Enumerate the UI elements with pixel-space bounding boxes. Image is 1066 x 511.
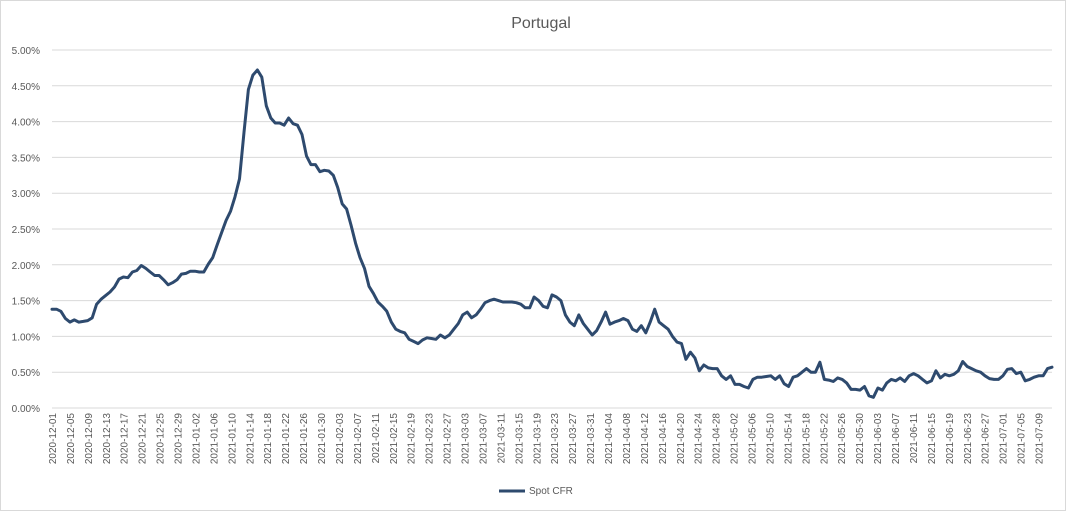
x-tick-label: 2021-06-27 (981, 413, 992, 465)
x-tick-label: 2021-05-06 (748, 413, 759, 465)
y-tick-label: 4.00% (12, 118, 40, 129)
x-tick-label: 2021-07-01 (999, 413, 1010, 465)
x-tick-label: 2020-12-21 (138, 413, 149, 465)
x-tick-label: 2021-05-14 (783, 413, 794, 465)
y-tick-label: 0.50% (12, 368, 40, 379)
x-tick-label: 2021-01-22 (281, 413, 292, 465)
x-tick-label: 2021-02-27 (443, 413, 454, 465)
gridlines (52, 49, 1052, 409)
x-tick-label: 2021-02-11 (371, 413, 382, 464)
x-tick-label: 2020-12-25 (156, 413, 167, 465)
x-tick-label: 2020-12-05 (66, 413, 77, 465)
x-tick-label: 2021-01-14 (245, 413, 256, 465)
x-tick-label: 2021-05-26 (837, 413, 848, 465)
x-tick-label: 2020-12-09 (84, 413, 95, 465)
x-tick-label: 2021-02-19 (407, 413, 418, 465)
x-tick-label: 2021-06-15 (927, 413, 938, 465)
series-layer (50, 68, 1054, 399)
x-tick-label: 2021-04-20 (676, 413, 687, 465)
legend: Spot CFR (499, 486, 573, 497)
x-tick-label: 2021-07-05 (1017, 413, 1028, 465)
x-tick-label: 2021-04-24 (694, 413, 705, 465)
x-tick-label: 2021-04-04 (604, 413, 615, 465)
x-tick-label: 2021-03-03 (461, 413, 472, 465)
x-tick-label: 2021-03-31 (586, 413, 597, 465)
x-tick-label: 2021-02-15 (389, 413, 400, 465)
y-tick-label: 1.50% (12, 297, 40, 308)
x-tick-label: 2020-12-01 (48, 413, 59, 465)
x-tick-label: 2021-03-27 (568, 413, 579, 465)
x-tick-label: 2020-12-13 (102, 413, 113, 465)
y-tick-label: 4.50% (12, 82, 40, 93)
x-tick-label: 2021-05-30 (855, 413, 866, 465)
y-tick-label: 0.00% (12, 404, 40, 415)
x-tick-label: 2021-04-16 (658, 413, 669, 465)
x-tick-label: 2021-05-02 (730, 413, 741, 465)
x-tick-label: 2021-01-06 (209, 413, 220, 465)
x-tick-label: 2021-03-11 (496, 413, 507, 464)
x-tick-label: 2021-03-23 (550, 413, 561, 465)
x-tick-label: 2021-01-26 (299, 413, 310, 465)
x-tick-label: 2021-01-10 (227, 413, 238, 465)
x-tick-label: 2021-06-07 (891, 413, 902, 465)
x-tick-label: 2021-01-02 (191, 413, 202, 465)
x-tick-label: 2021-06-03 (873, 413, 884, 465)
y-tick-label: 3.50% (12, 153, 40, 164)
x-tick-label: 2021-07-09 (1035, 413, 1046, 465)
x-tick-label: 2021-05-22 (819, 413, 830, 465)
x-tick-label: 2021-04-12 (640, 413, 651, 465)
x-tick-label: 2021-03-15 (514, 413, 525, 465)
y-tick-label: 3.00% (12, 189, 40, 200)
legend-label: Spot CFR (529, 486, 573, 497)
y-tick-label: 2.00% (12, 261, 40, 272)
x-tick-label: 2020-12-17 (120, 413, 131, 465)
chart-title: Portugal (511, 15, 571, 32)
x-tick-label: 2021-04-08 (622, 413, 633, 465)
x-tick-label: 2021-06-19 (945, 413, 956, 465)
x-tick-label: 2021-05-18 (801, 413, 812, 465)
x-axis-ticks: 2020-12-01 2020-12-05 2020-12-09 2020-12-13… (48, 413, 1046, 465)
x-tick-label: 2021-06-23 (963, 413, 974, 465)
x-tick-label: 2020-12-29 (174, 413, 185, 465)
x-tick-label: 2021-05-10 (765, 413, 776, 465)
x-tick-label: 2021-03-07 (478, 413, 489, 465)
x-tick-label: 2021-01-18 (263, 413, 274, 465)
y-tick-label: 5.00% (12, 46, 40, 57)
x-tick-label: 2021-02-23 (425, 413, 436, 465)
series-line (50, 68, 1054, 399)
x-tick-label: 2021-01-30 (317, 413, 328, 465)
y-tick-label: 2.50% (12, 225, 40, 236)
x-tick-label: 2021-03-19 (532, 413, 543, 465)
y-tick-label: 1.00% (12, 332, 40, 343)
x-tick-label: 2021-06-11 (909, 413, 920, 464)
x-tick-label: 2021-02-07 (353, 413, 364, 465)
y-axis-ticks: 0.00% 0.50% 1.00% 1.50% 2.00% 2.50% 3.00% 3.50%… (12, 46, 40, 415)
x-tick-label: 2021-04-28 (712, 413, 723, 465)
x-tick-label: 2021-02-03 (335, 413, 346, 465)
